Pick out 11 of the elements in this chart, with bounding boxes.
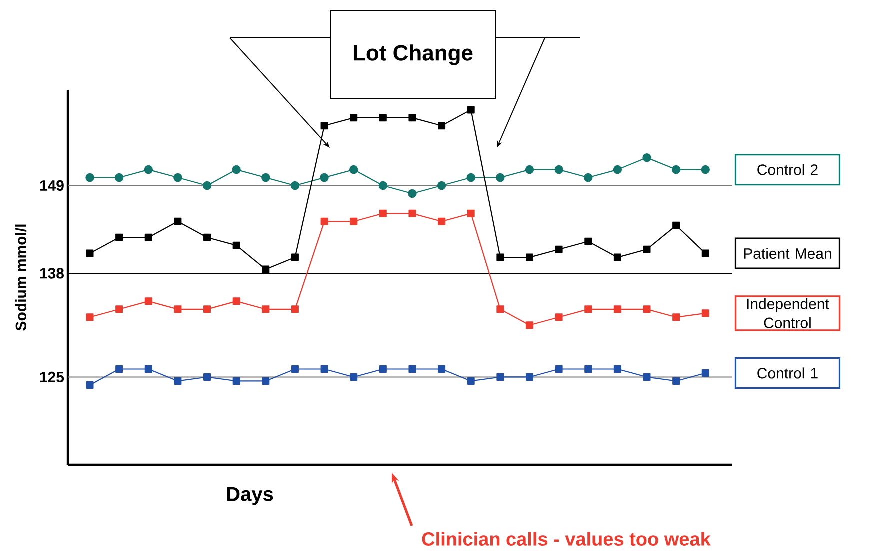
y-axis-title: Sodium mmol/l [15, 224, 27, 331]
text: Clinician calls - values too weak [422, 532, 711, 546]
text: Control 2 [758, 164, 818, 176]
text: Patient Mean [744, 248, 832, 260]
text: Control 1 [758, 368, 818, 379]
y-tick-label: 149 [40, 180, 64, 192]
y-tick-label: 125 [40, 372, 64, 383]
x-axis-title: Days [227, 487, 274, 506]
text: Independent Control [747, 298, 830, 328]
y-tick-label: 138 [40, 268, 64, 279]
text: Lot Change [354, 44, 473, 66]
